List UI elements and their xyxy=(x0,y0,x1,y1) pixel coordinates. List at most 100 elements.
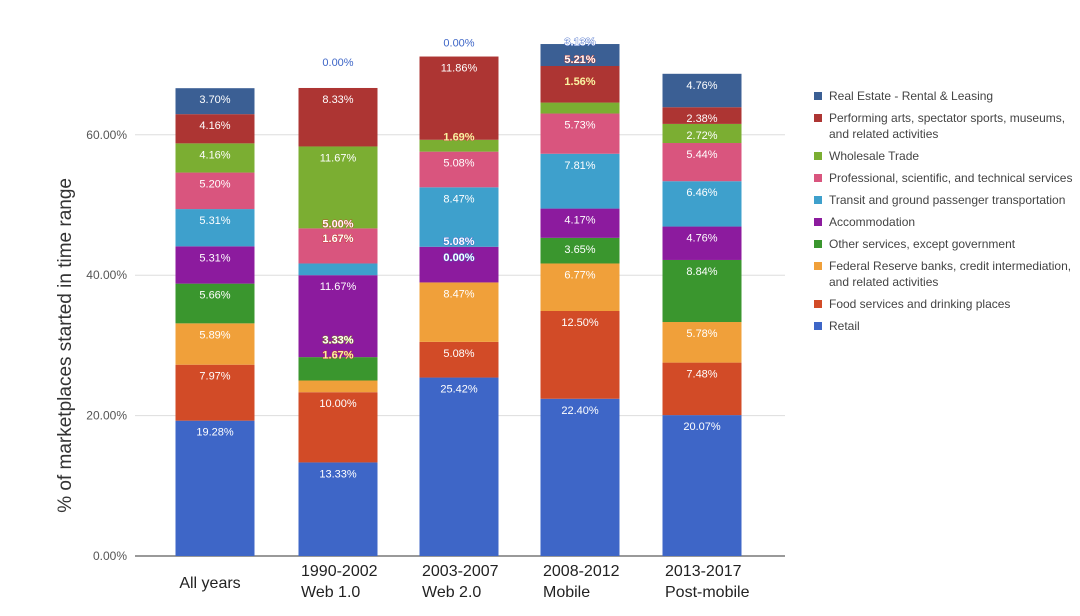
bar-segment xyxy=(175,172,255,210)
bar-segment xyxy=(540,153,620,209)
chart-legend: Real Estate - Rental & Leasing Performing… xyxy=(814,88,1076,340)
bar-segment xyxy=(662,226,742,260)
data-label: 2.38% xyxy=(686,113,717,125)
legend-swatch xyxy=(814,152,822,160)
bar-segment xyxy=(175,420,255,556)
legend-label: Accommodation xyxy=(829,215,916,229)
legend-item: Professional, scientific, and technical … xyxy=(814,170,1076,186)
bar-segment xyxy=(175,88,255,115)
y-tick-label: 20.00% xyxy=(86,409,127,423)
annotation-label: 5.08% xyxy=(443,236,474,248)
data-label: 5.73% xyxy=(564,120,595,132)
bar-segment xyxy=(175,323,255,365)
bar-segment xyxy=(419,151,499,188)
legend-item: Performing arts, spectator sports, museu… xyxy=(814,110,1076,142)
bar-segment xyxy=(419,139,499,152)
bar-segment xyxy=(175,143,255,173)
legend-label: Transit and ground passenger transportat… xyxy=(829,193,1066,207)
bar-segment xyxy=(298,263,378,276)
x-tick-label: 2003-2007 xyxy=(422,563,499,580)
data-label: 8.47% xyxy=(443,288,474,300)
data-label: 13.33% xyxy=(319,468,357,480)
x-tick-label: 1990-2002 xyxy=(301,563,378,580)
legend-swatch xyxy=(814,92,822,100)
data-label: 3.70% xyxy=(199,94,230,106)
legend-swatch xyxy=(814,174,822,182)
x-tick-label: Web 2.0 xyxy=(422,584,481,601)
annotation-label: 1.67% xyxy=(322,233,353,245)
bar-segment xyxy=(419,282,499,342)
bar-segment xyxy=(540,208,620,238)
y-tick-label: 60.00% xyxy=(86,128,127,142)
legend-label: Federal Reserve banks, credit intermedia… xyxy=(829,259,1072,289)
bar-segment xyxy=(419,341,499,378)
bar-segment xyxy=(175,209,255,247)
data-label: 12.50% xyxy=(561,317,599,329)
bar-segment xyxy=(298,392,378,463)
bar-segment xyxy=(662,259,742,323)
data-label: 20.07% xyxy=(683,421,721,433)
data-label: 8.33% xyxy=(322,94,353,106)
bar-segment xyxy=(419,246,499,283)
data-label: 4.16% xyxy=(199,120,230,132)
data-label: 3.65% xyxy=(564,244,595,256)
bar-segment xyxy=(419,56,499,140)
legend-item: Food services and drinking places xyxy=(814,296,1076,312)
bar-segment xyxy=(662,123,742,144)
annotation-label: 5.21% xyxy=(564,54,595,66)
bar-segment xyxy=(298,87,378,147)
bar-segment xyxy=(540,113,620,154)
data-label: 5.08% xyxy=(443,348,474,360)
x-tick-label: 2008-2012 xyxy=(543,563,620,580)
bar-segment xyxy=(298,146,378,229)
legend-swatch xyxy=(814,300,822,308)
bar-segment xyxy=(540,398,620,556)
data-label: 5.08% xyxy=(443,158,474,170)
annotation-label: 0.00% xyxy=(443,37,474,49)
annotation-label: 5.00% xyxy=(322,218,353,230)
bar-segment xyxy=(298,228,378,264)
data-label: 4.76% xyxy=(686,80,717,92)
data-label: 8.84% xyxy=(686,266,717,278)
data-label: 2.72% xyxy=(686,130,717,142)
legend-item: Retail xyxy=(814,318,1076,334)
bar-segment xyxy=(175,364,255,421)
bar-segment xyxy=(662,143,742,182)
x-tick-label: Web 1.0 xyxy=(301,584,360,601)
data-label: 8.47% xyxy=(443,193,474,205)
legend-label: Real Estate - Rental & Leasing xyxy=(829,89,994,103)
data-label: 11.86% xyxy=(441,63,478,75)
bar-segment xyxy=(540,263,620,312)
legend-label: Wholesale Trade xyxy=(829,149,920,163)
legend-swatch xyxy=(814,196,822,204)
bar-segment xyxy=(298,275,378,358)
bar-segment xyxy=(419,187,499,247)
x-tick-label: All years xyxy=(179,575,240,592)
bar-segment xyxy=(419,377,499,556)
data-label: 4.76% xyxy=(686,233,717,245)
bar-segment xyxy=(540,66,620,103)
bar-segment xyxy=(540,237,620,264)
data-label: 5.31% xyxy=(199,252,230,264)
legend-swatch xyxy=(814,322,822,330)
data-label: 5.44% xyxy=(686,149,717,161)
bar-segment xyxy=(175,114,255,144)
annotation-label: 1.56% xyxy=(564,76,595,88)
bar-segment xyxy=(662,107,742,124)
annotation-label: 3.13% xyxy=(564,37,595,49)
bar-segment xyxy=(662,415,742,556)
bar-segment xyxy=(662,362,742,416)
legend-swatch xyxy=(814,262,822,270)
legend-label: Other services, except government xyxy=(829,237,1016,251)
data-label: 4.17% xyxy=(564,215,595,227)
data-label: 10.00% xyxy=(319,398,357,410)
data-label: 7.97% xyxy=(199,371,230,383)
bar-segment xyxy=(298,380,378,393)
legend-swatch xyxy=(814,240,822,248)
y-axis-title: % of marketplaces started in time range xyxy=(55,178,76,513)
bar-segment xyxy=(175,246,255,284)
data-label: 6.77% xyxy=(564,269,595,281)
legend-swatch xyxy=(814,114,822,122)
bar-segment xyxy=(540,102,620,114)
y-tick-label: 40.00% xyxy=(86,268,127,282)
